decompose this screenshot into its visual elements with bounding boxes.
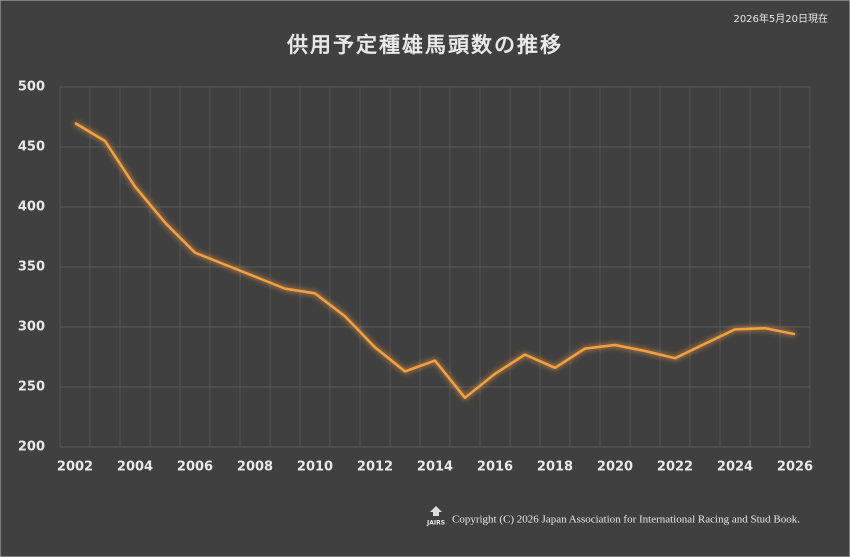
logo-icon (430, 506, 442, 516)
x-tick-label: 2004 (117, 460, 153, 475)
x-tick-label: 2010 (297, 460, 333, 475)
logo: JAIRS (426, 506, 445, 527)
y-tick-label: 450 (18, 140, 45, 155)
x-tick-label: 2016 (477, 460, 513, 475)
chart-title: 供用予定種雄馬頭数の推移 (286, 33, 563, 57)
x-tick-label: 2012 (357, 460, 393, 475)
y-tick-label: 400 (18, 200, 45, 215)
x-tick-label: 2018 (537, 460, 573, 475)
x-tick-label: 2006 (177, 460, 213, 475)
y-tick-label: 500 (18, 80, 45, 95)
x-tick-label: 2002 (57, 460, 93, 475)
y-tick-label: 300 (18, 320, 45, 335)
logo-text: JAIRS (426, 520, 445, 527)
x-tick-label: 2008 (237, 460, 273, 475)
y-tick-label: 350 (18, 260, 45, 275)
x-tick-label: 2024 (717, 460, 753, 475)
x-tick-label: 2026 (777, 460, 813, 475)
y-tick-label: 250 (18, 380, 45, 395)
date-note: 2026年5月20日現在 (733, 12, 828, 25)
y-tick-label: 200 (18, 440, 45, 455)
x-tick-label: 2020 (597, 460, 633, 475)
x-tick-label: 2022 (657, 460, 693, 475)
x-tick-label: 2014 (417, 460, 453, 475)
copyright: Copyright (C) 2026 Japan Association for… (452, 514, 800, 526)
data-line (74, 121, 796, 400)
